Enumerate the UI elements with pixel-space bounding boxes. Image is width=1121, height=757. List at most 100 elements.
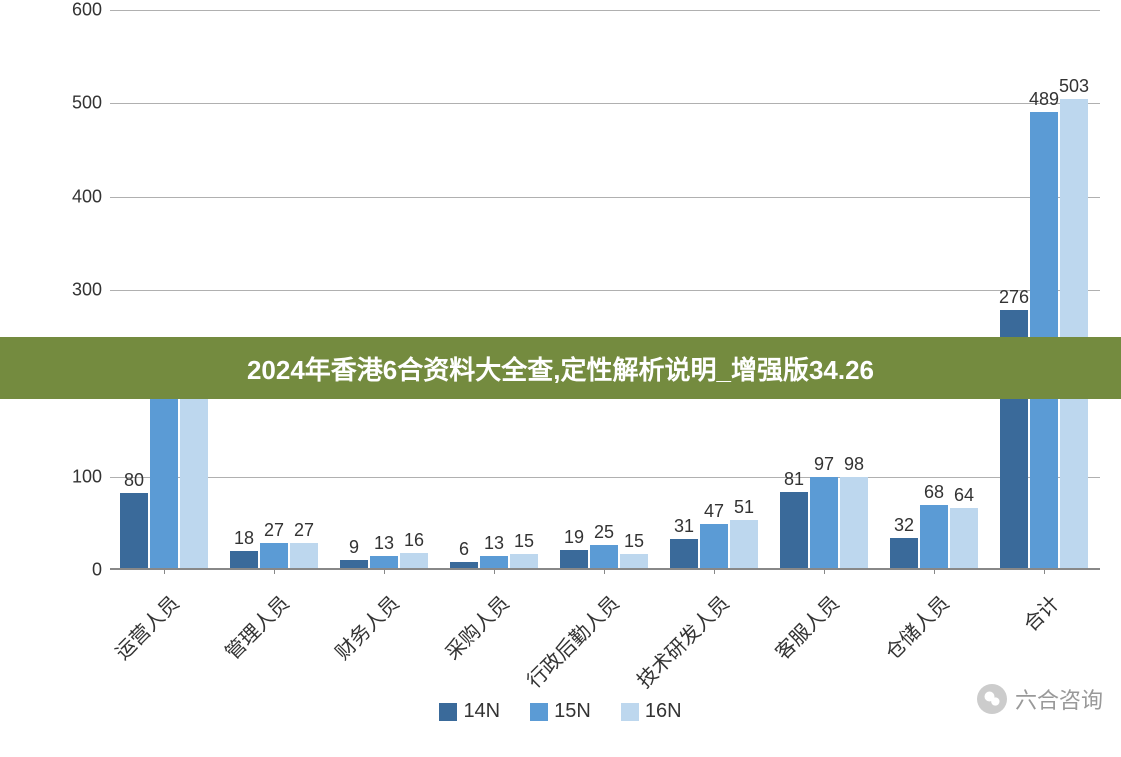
plot-area: 8019921718272791316613151925153147518197… (110, 10, 1100, 570)
overlay-banner: 2024年香港6合资料大全查,定性解析说明_增强版34.26 (0, 337, 1121, 399)
bar-value-label: 97 (814, 454, 834, 475)
gridline (110, 477, 1100, 478)
x-category-label: 客服人员 (767, 588, 844, 665)
bar-value-label: 15 (514, 531, 534, 552)
bar-value-label: 27 (294, 520, 314, 541)
bar-value-label: 16 (404, 530, 424, 551)
bar-group: 91316 (340, 553, 428, 568)
x-category-label: 行政后勤人员 (519, 588, 624, 693)
bar-value-label: 32 (894, 515, 914, 536)
bar-group: 819798 (780, 477, 868, 568)
bar-value-label: 25 (594, 522, 614, 543)
x-tick-mark (824, 568, 825, 574)
y-tick-label: 0 (92, 560, 102, 581)
watermark: 六合咨询 (977, 683, 1103, 715)
legend-item: 15N (530, 700, 591, 723)
legend: 14N 15N 16N (0, 700, 1121, 723)
bar: 51 (730, 520, 758, 568)
y-tick-label: 100 (72, 466, 102, 487)
x-category-label: 技术研发人员 (629, 588, 734, 693)
bar-value-label: 9 (349, 537, 359, 558)
bar-group: 314751 (670, 520, 758, 568)
x-category-label: 运营人员 (107, 588, 184, 665)
x-category-label: 采购人员 (437, 588, 514, 665)
bar-value-label: 13 (374, 533, 394, 554)
bar: 503 (1060, 99, 1088, 568)
watermark-text: 六合咨询 (1015, 683, 1103, 715)
x-category-label: 管理人员 (217, 588, 294, 665)
legend-label: 14N (463, 700, 500, 723)
bar-value-label: 68 (924, 482, 944, 503)
x-tick-mark (934, 568, 935, 574)
y-tick-label: 300 (72, 280, 102, 301)
bar: 27 (260, 543, 288, 568)
bar-group: 182727 (230, 543, 318, 568)
x-tick-mark (384, 568, 385, 574)
banner-text: 2024年香港6合资料大全查,定性解析说明_增强版34.26 (247, 350, 874, 387)
bar-value-label: 31 (674, 516, 694, 537)
bar-group: 192515 (560, 545, 648, 568)
bar-value-label: 81 (784, 469, 804, 490)
legend-swatch (530, 703, 548, 721)
bar: 19 (560, 550, 588, 568)
bar: 47 (700, 524, 728, 568)
bar: 25 (590, 545, 618, 568)
bar-value-label: 18 (234, 528, 254, 549)
bar: 16 (400, 553, 428, 568)
bar-value-label: 47 (704, 501, 724, 522)
bar: 80 (120, 493, 148, 568)
x-tick-mark (274, 568, 275, 574)
bar-group: 61315 (450, 554, 538, 568)
x-category-label: 财务人员 (327, 588, 404, 665)
bar-group: 326864 (890, 505, 978, 568)
bar: 18 (230, 551, 258, 568)
bar: 15 (620, 554, 648, 568)
gridline (110, 10, 1100, 11)
bar-value-label: 27 (264, 520, 284, 541)
bar-value-label: 19 (564, 527, 584, 548)
legend-label: 16N (645, 700, 682, 723)
y-tick-label: 500 (72, 93, 102, 114)
x-axis-labels: 运营人员管理人员财务人员采购人员行政后勤人员技术研发人员客服人员仓储人员合计 (110, 580, 1100, 680)
x-tick-mark (1044, 568, 1045, 574)
gridline (110, 103, 1100, 104)
bar: 13 (370, 556, 398, 568)
bar: 199 (150, 382, 178, 568)
bar-group: 276489503 (1000, 99, 1088, 568)
bar: 98 (840, 477, 868, 568)
x-tick-mark (494, 568, 495, 574)
bar: 9 (340, 560, 368, 568)
gridline (110, 290, 1100, 291)
x-tick-mark (164, 568, 165, 574)
y-tick-label: 400 (72, 186, 102, 207)
bar: 97 (810, 477, 838, 568)
bar-value-label: 503 (1059, 76, 1089, 97)
wechat-icon (977, 684, 1007, 714)
bar-value-label: 51 (734, 497, 754, 518)
bar-value-label: 80 (124, 470, 144, 491)
legend-swatch (621, 703, 639, 721)
bar-value-label: 489 (1029, 89, 1059, 110)
legend-label: 15N (554, 700, 591, 723)
legend-item: 14N (439, 700, 500, 723)
y-axis: 0100200300400500600 (60, 10, 110, 570)
bar-value-label: 276 (999, 287, 1029, 308)
legend-swatch (439, 703, 457, 721)
bar-value-label: 64 (954, 485, 974, 506)
x-category-label: 仓储人员 (877, 588, 954, 665)
bar-value-label: 6 (459, 539, 469, 560)
x-category-label: 合计 (1016, 588, 1065, 637)
bar: 13 (480, 556, 508, 568)
bar-value-label: 98 (844, 454, 864, 475)
bar-value-label: 13 (484, 533, 504, 554)
bar: 81 (780, 492, 808, 568)
bar: 32 (890, 538, 918, 568)
bar: 6 (450, 562, 478, 568)
legend-item: 16N (621, 700, 682, 723)
x-tick-mark (604, 568, 605, 574)
chart-container: 0100200300400500600 80199217182727913166… (60, 10, 1100, 570)
bar: 64 (950, 508, 978, 568)
bar: 31 (670, 539, 698, 568)
bar: 68 (920, 505, 948, 568)
gridline (110, 197, 1100, 198)
